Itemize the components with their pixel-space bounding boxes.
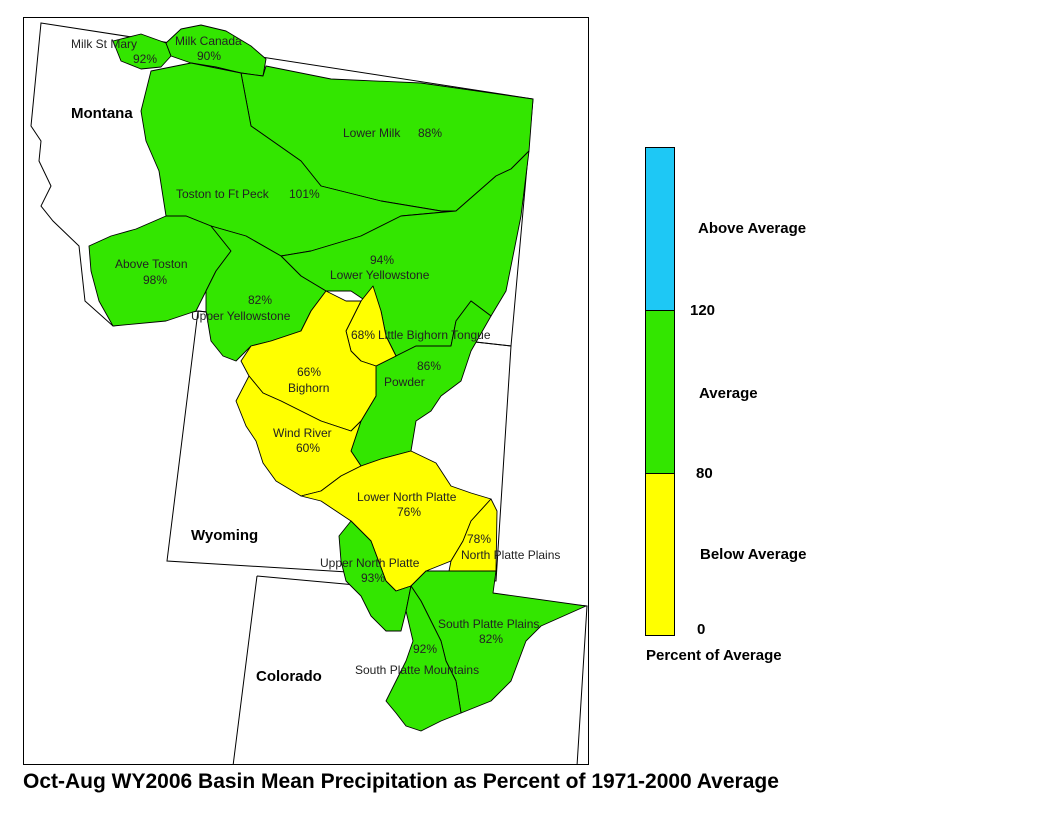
basin-label-name: South Platte Mountains [355, 663, 479, 677]
legend-title: Percent of Average [646, 647, 782, 664]
basin-label-pct: 90% [197, 49, 221, 63]
basin-map: Montana Wyoming Colorado Milk St Mary 92… [30, 22, 588, 764]
legend-break-0: 0 [697, 621, 706, 638]
basin-label-pct: 66% [297, 365, 321, 379]
basin-label-pct: 98% [143, 273, 167, 287]
basin-label-name: South Platte Plains [438, 617, 539, 631]
state-label-montana: Montana [71, 105, 133, 122]
basin-label-pct: 60% [296, 441, 320, 455]
basin-label-pct: 82% [479, 632, 503, 646]
state-label-wyoming: Wyoming [191, 527, 258, 544]
map-title: Oct-Aug WY2006 Basin Mean Precipitation … [23, 770, 779, 793]
basin-label-name: North Platte Plains [461, 548, 560, 562]
basin-label-name: Milk St Mary [71, 37, 137, 51]
basin-milk-st-mary[interactable] [112, 33, 172, 70]
legend-break-80: 80 [696, 465, 713, 482]
map-frame: Montana Wyoming Colorado Milk St Mary 92… [23, 17, 589, 765]
basin-upper-north-platte[interactable] [338, 520, 412, 632]
basin-label-pct: 86% [417, 359, 441, 373]
basin-label-pct: 82% [248, 293, 272, 307]
legend-label-above: Above Average [698, 220, 807, 237]
basin-label-pct: 76% [397, 505, 421, 519]
basin-label-pct: 78% [467, 532, 491, 546]
basin-label-pct: 92% [133, 52, 157, 66]
basin-label-name: Little Bighorn Tongue [378, 328, 491, 342]
basin-label-name: Above Toston [115, 257, 188, 271]
legend-swatch-above [645, 147, 675, 311]
basin-label-pct: 93% [361, 571, 385, 585]
legend-label-average: Average [699, 385, 758, 402]
basin-label-name: Upper Yellowstone [191, 309, 291, 323]
basin-label-name: Lower Milk [343, 126, 401, 140]
legend-swatch-below [645, 473, 675, 636]
basin-label-name: Bighorn [288, 381, 329, 395]
basin-label-name: Upper North Platte [320, 556, 420, 570]
basin-milk-canada[interactable] [165, 24, 267, 77]
basin-label-name: Powder [384, 375, 425, 389]
basin-label-pct: 94% [370, 253, 394, 267]
basin-label-pct: 101% [289, 187, 320, 201]
legend-break-120: 120 [690, 302, 716, 319]
basin-label-name: Wind River [273, 426, 332, 440]
basin-label-name: Lower North Platte [357, 490, 457, 504]
basin-label-pct: 68% [351, 328, 375, 342]
basin-label-name: Lower Yellowstone [330, 268, 430, 282]
basin-south-platte-mountains[interactable] [385, 585, 462, 732]
legend-label-below: Below Average [700, 546, 807, 563]
state-label-colorado: Colorado [256, 668, 322, 685]
basin-label-name: Milk Canada [175, 34, 242, 48]
basin-label-pct: 88% [418, 126, 442, 140]
basin-label-name: Toston to Ft Peck [176, 187, 270, 201]
basin-label-pct: 92% [413, 642, 437, 656]
legend-swatch-average [645, 310, 675, 474]
